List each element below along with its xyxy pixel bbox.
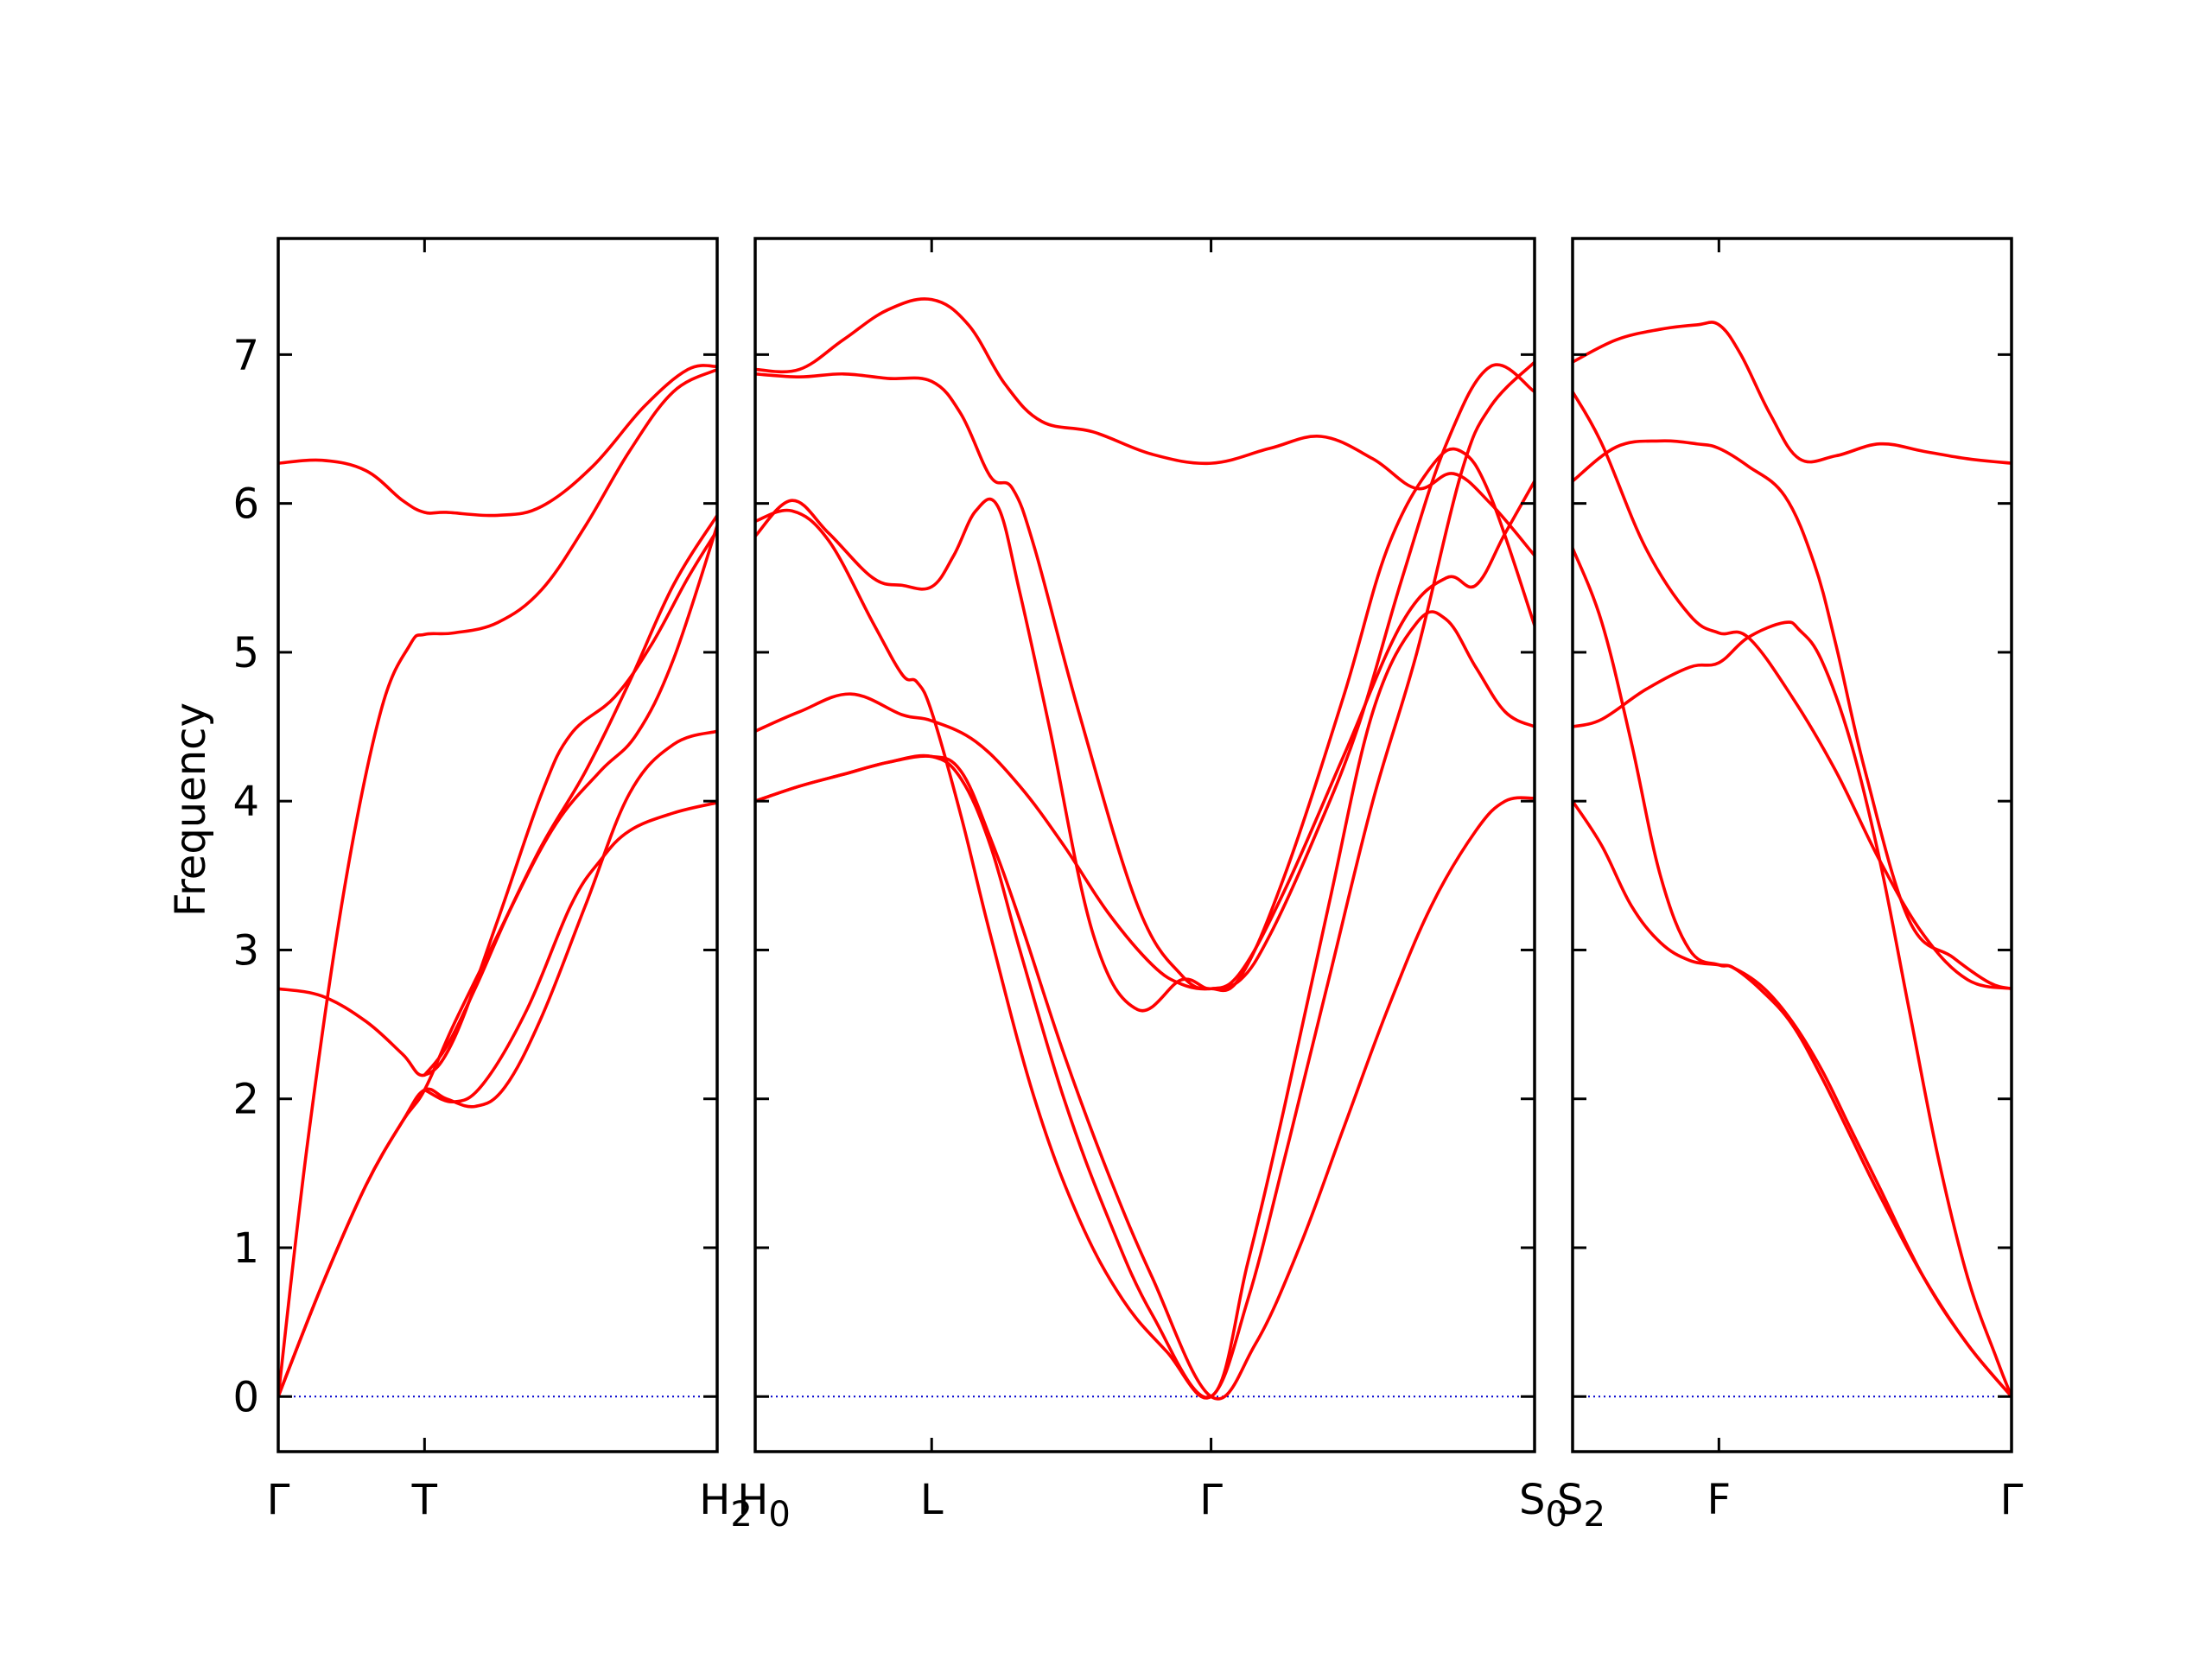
band-line-5	[278, 729, 717, 1399]
panel-1: Γ T H2	[267, 237, 753, 1535]
band-line-7	[423, 801, 717, 1103]
band-line-2	[755, 372, 1535, 993]
band-line-1	[755, 297, 1535, 557]
y-tick-label: 3	[232, 926, 259, 975]
band-line-4	[755, 360, 1535, 1400]
band-line-7	[755, 754, 1535, 1401]
x-tick-label: Γ	[1199, 1476, 1223, 1524]
band-line-2	[1573, 439, 2012, 991]
y-tick-label: 5	[232, 629, 259, 677]
y-tick-label: 2	[232, 1076, 259, 1124]
y-tick-label: 7	[232, 331, 259, 379]
x-tick-subscript: 0	[1546, 1495, 1567, 1535]
panel-frame	[753, 237, 1536, 1453]
band-line-3	[278, 528, 717, 1077]
x-tick-label: F	[1707, 1476, 1732, 1524]
band-line-5	[755, 363, 1535, 991]
x-tick-subscript: 2	[730, 1495, 752, 1535]
y-tick-label: 1	[232, 1224, 259, 1273]
band-line-4	[1573, 620, 2012, 1399]
band-line-6	[423, 524, 717, 1077]
band-line-2	[278, 367, 717, 1399]
x-tick-label: Γ	[267, 1476, 290, 1524]
panel-frame	[1571, 237, 2013, 1453]
panel-frame	[276, 237, 719, 1453]
x-tick-label: T	[411, 1476, 438, 1524]
y-tick-label: 4	[232, 778, 259, 826]
y-tick-labels: 0 1 2 3 4 5 6 7	[232, 331, 259, 1421]
y-tick-label: 0	[232, 1373, 259, 1421]
band-line-1	[1573, 321, 2012, 465]
y-axis-label: Frequency	[167, 702, 215, 917]
band-line-6	[755, 610, 1535, 1400]
x-tick-subscript: 2	[1584, 1495, 1605, 1535]
band-lines	[755, 297, 1535, 1401]
band-lines	[1573, 321, 2012, 1399]
band-lines	[278, 364, 717, 1399]
band-line-1	[278, 364, 717, 518]
panel-3: S2 F Γ	[1557, 237, 2024, 1535]
band-line-6	[1573, 799, 2012, 1399]
x-tick-label: Γ	[2000, 1476, 2024, 1524]
band-line-5	[1573, 546, 2012, 1399]
x-tick-subscript: 0	[768, 1495, 790, 1535]
panel-2: H0 L Γ S0	[737, 237, 1567, 1535]
x-tick-label: L	[920, 1476, 944, 1524]
band-line-3	[1573, 390, 2012, 991]
band-line-3	[755, 480, 1535, 1013]
y-tick-label: 6	[232, 480, 259, 529]
